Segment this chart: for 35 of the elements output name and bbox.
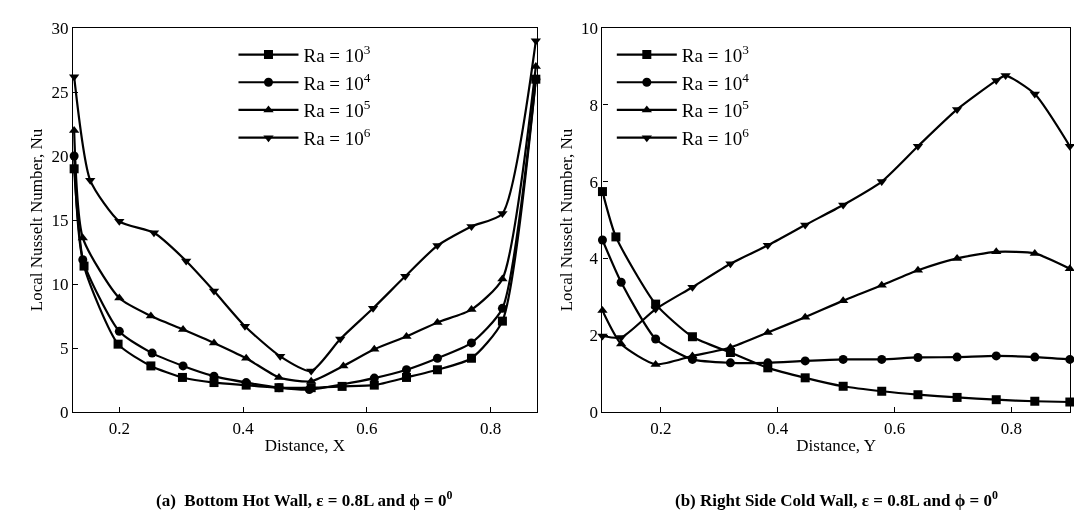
- y-tick-label: 10: [580, 18, 598, 38]
- y-axis-title: Local Nusselt Number, Nu: [26, 128, 46, 312]
- x-axis-title: Distance, X: [264, 435, 346, 455]
- x-tick-label: 0.2: [650, 418, 672, 438]
- y-tick-label: 10: [51, 274, 69, 294]
- y-tick-label: 2: [589, 326, 598, 346]
- x-tick-label: 0.6: [883, 418, 906, 438]
- y-tick-label: 0: [59, 402, 69, 422]
- y-tick-label: 4: [589, 249, 599, 269]
- x-tick-label: 0.4: [232, 418, 255, 438]
- y-tick-label: 0: [589, 402, 598, 422]
- legend-label: Ra = 10$^{6}$: [303, 125, 371, 150]
- y-tick-label: 8: [589, 95, 598, 115]
- legend-label: Ra = 10$^{3}$: [681, 41, 750, 66]
- y-tick-label: 20: [51, 146, 69, 166]
- x-axis-title: Distance, Y: [796, 435, 876, 455]
- x-tick-label: 0.8: [480, 418, 502, 438]
- y-tick-label: 6: [589, 172, 598, 192]
- x-tick-label: 0.2: [108, 418, 130, 438]
- y-tick-label: 5: [59, 338, 69, 358]
- text: (a) Bottom Hot Wall, ε = 0.8L and ϕ = 0$^{0}$: [156, 488, 453, 510]
- legend-label: Ra = 10$^{3}$: [303, 41, 371, 66]
- legend-label: Ra = 10$^{6}$: [681, 125, 750, 150]
- legend-label: Ra = 10$^{4}$: [681, 69, 750, 94]
- legend-label: Ra = 10$^{4}$: [303, 69, 371, 94]
- x-tick-label: 0.8: [1000, 418, 1023, 438]
- legend-label: Ra = 10$^{5}$: [303, 97, 371, 122]
- y-tick-label: 15: [51, 210, 69, 230]
- y-tick-label: 30: [51, 18, 69, 38]
- y-axis-title: Local Nusselt Number, Nu: [556, 128, 576, 312]
- x-tick-label: 0.6: [356, 418, 378, 438]
- legend-label: Ra = 10$^{5}$: [681, 97, 750, 122]
- x-tick-label: 0.4: [767, 418, 789, 438]
- y-tick-label: 25: [51, 82, 69, 102]
- text: (b) Right Side Cold Wall, ε = 0.8L and ϕ = 0$^{0}$: [675, 488, 999, 510]
